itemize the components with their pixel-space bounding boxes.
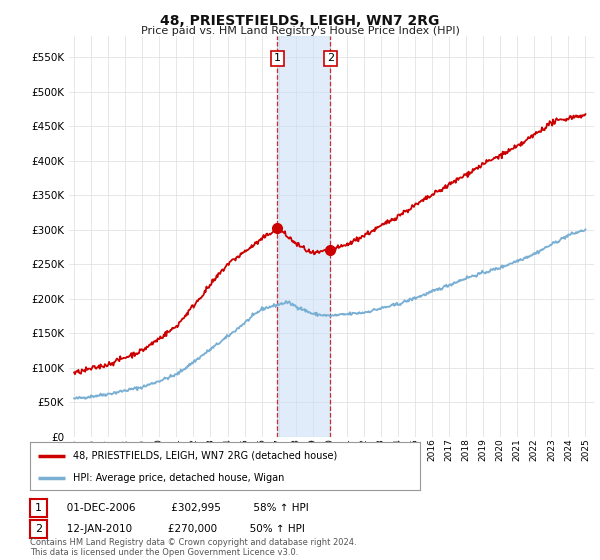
Text: 2: 2 [35, 524, 42, 534]
Text: 01-DEC-2006           £302,995          58% ↑ HPI: 01-DEC-2006 £302,995 58% ↑ HPI [57, 503, 309, 513]
Bar [277, 36, 331, 437]
Text: 1: 1 [274, 53, 281, 63]
Text: Price paid vs. HM Land Registry's House Price Index (HPI): Price paid vs. HM Land Registry's House … [140, 26, 460, 36]
Text: 1: 1 [35, 503, 42, 513]
Text: 12-JAN-2010           £270,000          50% ↑ HPI: 12-JAN-2010 £270,000 50% ↑ HPI [57, 524, 305, 534]
Text: 48, PRIESTFIELDS, LEIGH, WN7 2RG: 48, PRIESTFIELDS, LEIGH, WN7 2RG [160, 14, 440, 28]
Text: 2: 2 [327, 53, 334, 63]
Text: Contains HM Land Registry data © Crown copyright and database right 2024.
This d: Contains HM Land Registry data © Crown c… [30, 538, 356, 557]
Text: HPI: Average price, detached house, Wigan: HPI: Average price, detached house, Wiga… [73, 473, 284, 483]
Text: 48, PRIESTFIELDS, LEIGH, WN7 2RG (detached house): 48, PRIESTFIELDS, LEIGH, WN7 2RG (detach… [73, 451, 337, 461]
